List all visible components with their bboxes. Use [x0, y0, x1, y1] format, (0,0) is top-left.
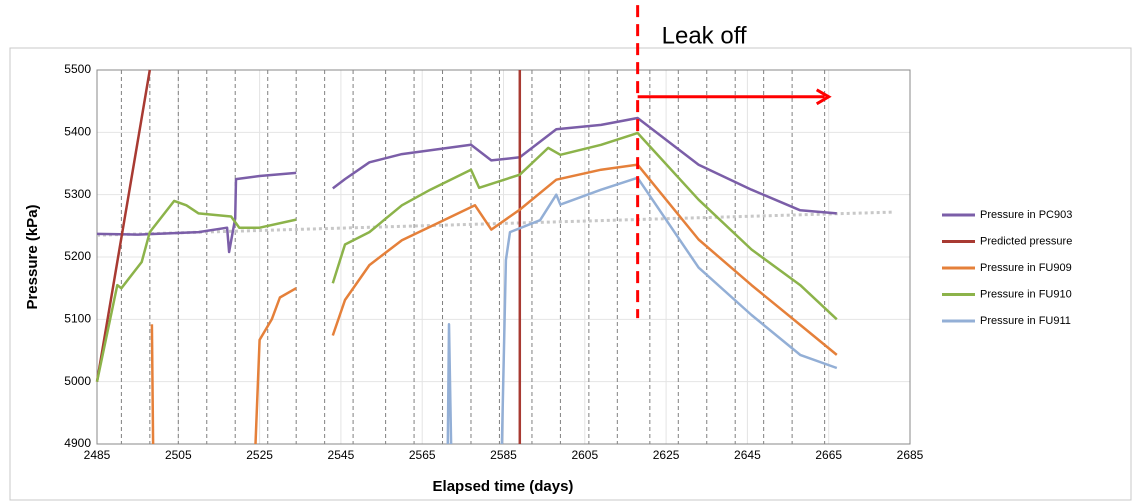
arrow-head: [815, 88, 832, 106]
x-tick-label: 2645: [734, 448, 761, 462]
series-line: [446, 323, 453, 445]
x-tick-label: 2525: [246, 448, 273, 462]
y-tick-label: 4900: [64, 436, 91, 450]
legend-label: Pressure in FU909: [980, 262, 1072, 274]
series-line: [332, 116, 837, 215]
plot-border: [96, 69, 911, 445]
annotation-text: Leak off: [662, 22, 747, 49]
x-tick-label: 2685: [897, 448, 924, 462]
y-tick-label: 5300: [64, 187, 91, 201]
x-tick-label: 2505: [165, 448, 192, 462]
legend-label: Pressure in PC903: [980, 209, 1072, 221]
y-tick-label: 5100: [64, 312, 91, 326]
series-line: [95, 69, 152, 382]
y-tick-label: 5000: [64, 374, 91, 388]
x-tick-label: 2625: [653, 448, 680, 462]
x-tick-label: 2665: [815, 448, 842, 462]
y-tick-label: 5400: [64, 125, 91, 139]
x-axis-title: Elapsed time (days): [433, 478, 574, 495]
x-tick-label: 2585: [490, 448, 517, 462]
series-line: [331, 131, 838, 321]
y-axis-title: Pressure (kPa): [24, 204, 41, 309]
legend-label: Predicted pressure: [980, 235, 1072, 247]
x-tick-label: 2605: [571, 448, 598, 462]
series-line: [500, 176, 838, 445]
y-tick-label: 5500: [64, 62, 91, 76]
x-tick-label: 2485: [84, 448, 111, 462]
series-line: [150, 324, 155, 445]
series-line: [254, 287, 297, 445]
x-tick-label: 2545: [328, 448, 355, 462]
series-line: [96, 171, 297, 254]
series-line: [331, 163, 838, 356]
legend-label: Pressure in FU911: [980, 315, 1071, 327]
trendline: [96, 210, 894, 237]
y-tick-label: 5200: [64, 249, 91, 263]
series-line: [95, 199, 297, 382]
legend-label: Pressure in FU910: [980, 288, 1072, 300]
x-tick-label: 2565: [409, 448, 436, 462]
